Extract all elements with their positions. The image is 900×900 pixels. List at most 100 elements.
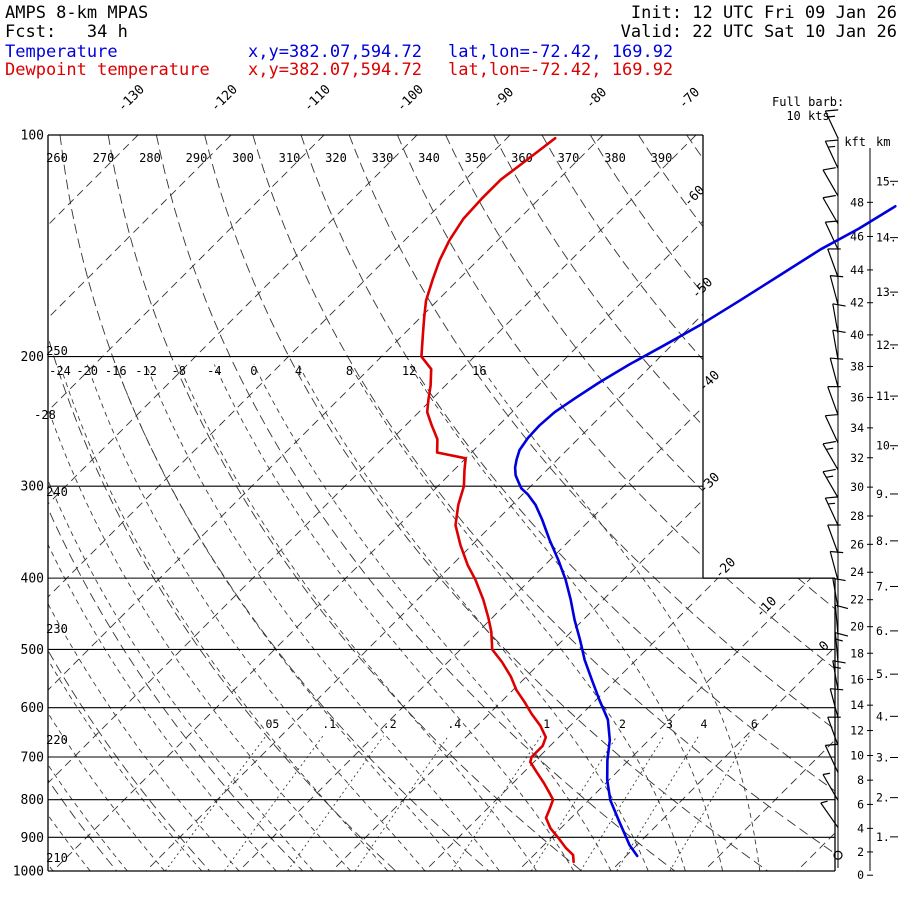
dry-adiabat-label: 360 — [511, 151, 533, 165]
barb-feather — [822, 440, 836, 445]
plot-frame — [47, 134, 836, 872]
wind-barb — [829, 550, 844, 581]
km-tick-label: 14. — [876, 231, 897, 245]
dry-adiabat-label: 250 — [46, 344, 68, 358]
barb-feather — [825, 413, 839, 417]
temperature-gridpoint-label: x,y=382.07,594.72 — [248, 42, 422, 62]
barb-shaft — [824, 415, 839, 444]
barb-shaft — [829, 551, 839, 581]
wind-barb — [827, 524, 841, 554]
moist-adiabat-line — [479, 364, 761, 871]
dry-adiabat-line — [48, 135, 118, 871]
mixing-ratio-label: 6 — [751, 717, 758, 731]
kft-tick-label: 34 — [850, 421, 864, 435]
km-tick-label: 13. — [876, 285, 897, 299]
isotherm-line — [48, 135, 511, 871]
dry-adiabat-line — [300, 135, 835, 871]
barb-shaft — [820, 802, 839, 828]
kft-tick-label: 44 — [850, 263, 864, 277]
dry-adiabat-label: 310 — [279, 151, 301, 165]
wind-barb — [827, 248, 841, 278]
barb-shaft — [824, 745, 839, 773]
dry-adiabat-label: 370 — [558, 151, 580, 165]
pressure-label: 300 — [21, 480, 44, 495]
moist-adiabat-label: -28 — [34, 408, 56, 422]
kft-tick-label: 28 — [850, 509, 864, 523]
barb-feather — [832, 660, 846, 664]
mixing-ratio-label: 2 — [619, 717, 626, 731]
barb-half-feather — [828, 502, 836, 505]
wind-barb — [827, 386, 841, 416]
barb-feather — [830, 688, 844, 691]
barb-feather — [830, 275, 844, 278]
valid-time-label: Valid: 22 UTC Sat 10 Jan 26 — [620, 22, 897, 42]
dry-adiabat-label: 330 — [372, 151, 394, 165]
km-tick-label: 3. — [876, 750, 890, 764]
isotherm-line — [52, 135, 790, 871]
kft-tick-label: 4 — [857, 821, 864, 835]
moist-adiabat-line — [48, 364, 314, 871]
wind-barb — [833, 850, 843, 860]
dry-adiabat-label: 320 — [325, 151, 347, 165]
barb-feather — [825, 743, 839, 746]
moist-adiabat-line — [48, 364, 351, 871]
wind-barb — [822, 772, 839, 801]
mixing-ratio-label: .4 — [447, 717, 461, 731]
barb-shaft — [822, 169, 839, 197]
dry-adiabat-label: 300 — [232, 151, 254, 165]
dry-adiabat-label: 350 — [465, 151, 487, 165]
mixing-ratio-line — [580, 735, 665, 871]
mixing-ratio-label: 3 — [666, 717, 673, 731]
moist-adiabat-line — [48, 364, 277, 871]
barb-feather — [822, 468, 836, 473]
dry-adiabat-line — [48, 135, 397, 871]
barb-half-feather — [820, 800, 828, 804]
dry-adiabat-label: 270 — [93, 151, 115, 165]
dry-adiabat-label: 230 — [46, 622, 68, 636]
barb-shaft — [822, 197, 839, 225]
barb-shaft — [827, 716, 839, 746]
mixing-ratio-line — [616, 735, 700, 871]
pressure-label: 600 — [21, 701, 44, 716]
isotherm-top-label: -80 — [583, 85, 610, 112]
dewpoint-legend-label: Dewpoint temperature — [5, 60, 210, 80]
isotherm-line — [48, 135, 604, 871]
barb-shaft — [832, 660, 839, 691]
temperature-latlon-label: lat,lon=-72.42, 169.92 — [448, 42, 674, 62]
isotherm-side-label: -60 — [681, 183, 708, 210]
barb-shaft — [834, 605, 839, 636]
isotherm-top-label: -90 — [490, 85, 517, 112]
kft-tick-label: 0 — [857, 868, 864, 882]
dry-adiabat-line — [204, 135, 768, 871]
isotherm-line — [331, 135, 835, 871]
moist-adiabat-label: 16 — [472, 364, 486, 378]
moist-adiabat-label: 4 — [295, 364, 302, 378]
wind-barb — [820, 800, 839, 828]
moist-adiabat-line — [115, 364, 463, 871]
pressure-label: 500 — [21, 643, 44, 658]
dry-adiabat-line — [59, 135, 489, 871]
barb-shaft — [832, 303, 839, 334]
kft-tick-label: 20 — [850, 620, 864, 634]
wind-barb — [824, 220, 839, 250]
barb-shaft — [829, 688, 839, 718]
forecast-hour-label: Fcst: 34 h — [5, 22, 128, 42]
wind-barb — [832, 303, 846, 334]
dry-adiabat-label: 390 — [651, 151, 673, 165]
dry-adiabat-line — [48, 135, 211, 871]
mixing-ratio-label: .1 — [322, 717, 336, 731]
dry-adiabat-label: 260 — [46, 151, 68, 165]
init-time-label: Init: 12 UTC Fri 09 Jan 26 — [630, 3, 897, 23]
dry-adiabat-line — [252, 135, 835, 871]
moist-adiabat-label: 0 — [250, 364, 257, 378]
isotherm-line — [48, 135, 232, 871]
barb-shaft — [834, 632, 839, 663]
isotherm-side-label: -10 — [753, 594, 780, 621]
moist-adiabat-line — [59, 364, 389, 871]
dry-adiabat-line — [348, 135, 835, 871]
barb-shaft — [824, 140, 839, 169]
kft-tick-label: 46 — [850, 229, 864, 243]
barb-feather — [832, 329, 846, 334]
full-barb-note-line1: Full barb: — [772, 95, 845, 109]
barb-half-feather — [835, 638, 843, 642]
